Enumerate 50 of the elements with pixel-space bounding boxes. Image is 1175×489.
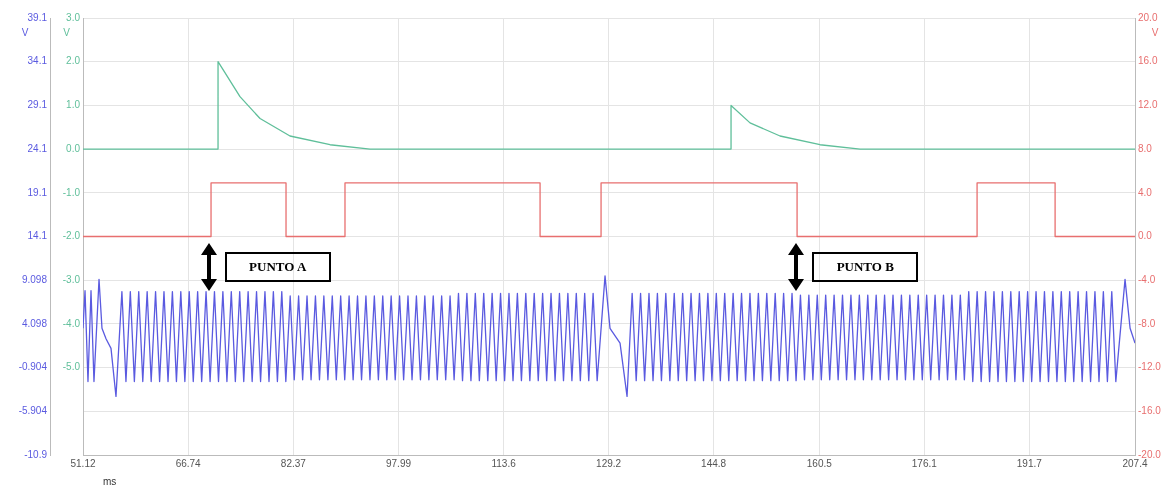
y-tick-label: -10.9	[24, 448, 48, 460]
y-tick-label: 4.098	[21, 317, 48, 329]
y2-tick-label: 2.0	[66, 55, 81, 67]
y-tick-label: -0.904	[18, 361, 48, 373]
y-tick-label: 14.1	[27, 230, 48, 242]
y3-tick-label: -4.0	[1138, 273, 1156, 285]
y2-tick-label: -3.0	[62, 273, 81, 285]
y2-tick-label: 3.0	[66, 11, 81, 23]
y3-tick-label: -16.0	[1138, 405, 1162, 417]
y3-tick-label: 20.0	[1138, 11, 1158, 23]
y3-tick-label: -8.0	[1138, 317, 1156, 329]
x-tick-label: 66.74	[175, 457, 202, 469]
label-box: PUNTO A	[224, 252, 331, 283]
y3-tick-label: -20.0	[1138, 448, 1162, 460]
y-tick-label: -5.904	[18, 405, 48, 417]
x-tick-label: 113.6	[491, 457, 517, 469]
label-box: PUNTO B	[812, 252, 919, 283]
x-tick-label: 97.99	[385, 457, 412, 469]
y-tick-label: 24.1	[27, 142, 48, 154]
y2-tick-label: -1.0	[62, 186, 81, 198]
y3-axis-title: V	[1151, 26, 1159, 38]
y-tick-label: 29.1	[27, 99, 48, 111]
y-tick-label: 19.1	[27, 186, 48, 198]
y3-tick-label: -12.0	[1138, 361, 1162, 373]
y3-tick-label: 8.0	[1138, 142, 1153, 154]
y3-tick-label: 0.0	[1138, 230, 1153, 242]
y2-axis-title: V	[63, 26, 71, 38]
y2-tick-label: -4.0	[62, 317, 81, 329]
y-tick-label: 9.098	[21, 273, 48, 285]
x-tick-label: 160.5	[806, 457, 833, 469]
x-tick-label: 207.4	[1122, 457, 1148, 469]
y3-tick-label: 16.0	[1138, 55, 1158, 67]
y3-tick-label: 12.0	[1138, 99, 1158, 111]
y-tick-label: 34.1	[27, 55, 48, 67]
y-axis-title: V	[21, 26, 29, 38]
y2-tick-label: -5.0	[62, 361, 81, 373]
y2-tick-label: -2.0	[62, 230, 81, 242]
y2-tick-label: 1.0	[66, 99, 81, 111]
annotation: PUNTO B	[836, 259, 894, 276]
x-tick-label: 129.2	[596, 457, 622, 469]
x-tick-label: 82.37	[280, 457, 307, 469]
y3-tick-label: 4.0	[1138, 186, 1153, 198]
x-tick-label: 144.8	[701, 457, 727, 469]
y2-tick-label: 0.0	[66, 142, 81, 154]
x-axis-title: ms	[103, 475, 117, 487]
x-tick-label: 191.7	[1016, 457, 1043, 469]
y-tick-label: 39.1	[27, 11, 48, 23]
x-tick-label: 51.12	[70, 457, 96, 469]
x-tick-label: 176.1	[911, 457, 938, 469]
annotation: PUNTO A	[249, 259, 307, 276]
